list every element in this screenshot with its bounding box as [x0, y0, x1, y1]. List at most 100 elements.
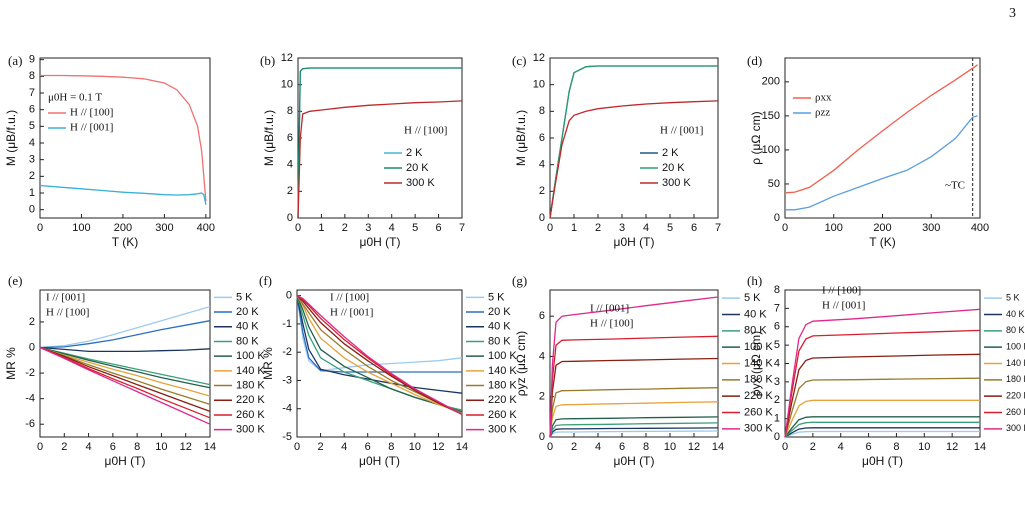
x-tick-label: 2 — [61, 441, 67, 453]
x-tick-label: 0 — [294, 441, 300, 453]
legend-label: 20 K — [236, 306, 259, 318]
x-tick-label: 5 — [667, 222, 673, 234]
x-tick-label: 7 — [459, 222, 465, 234]
legend-label: 260 K — [1006, 407, 1025, 417]
data-line — [784, 399, 980, 438]
data-line — [549, 296, 719, 438]
y-axis-label: ρyz (μΩ cm) — [514, 331, 528, 396]
y-tick-label: 2 — [539, 391, 545, 403]
y-tick-label: 7 — [774, 302, 780, 314]
y-tick-label: 1 — [774, 413, 780, 425]
x-tick-label: 6 — [691, 222, 697, 234]
legend-label: 300 K — [488, 424, 517, 436]
data-line — [784, 329, 981, 438]
x-tick-label: 1 — [571, 222, 577, 234]
legend-label: 140 K — [488, 365, 517, 377]
data-line — [297, 100, 463, 219]
y-axis-label: MR % — [4, 347, 18, 380]
x-tick-label: 0 — [295, 222, 301, 234]
plot-frame — [549, 57, 719, 219]
data-line — [296, 295, 463, 411]
y-tick-label: 6 — [539, 310, 545, 322]
annotation: μ0H = 0.1 T — [48, 92, 102, 104]
x-tick-label: 4 — [643, 222, 649, 234]
y-tick-label: 8 — [774, 284, 780, 296]
annotation: H // [001] — [822, 300, 865, 312]
data-line — [549, 100, 719, 219]
data-line — [39, 346, 211, 389]
x-tick-label: 2 — [342, 222, 348, 234]
x-tick-label: 300 — [922, 222, 940, 234]
legend-label: 80 K — [1006, 325, 1025, 335]
legend-label: 300 K — [662, 177, 691, 189]
x-tick-label: 6 — [110, 441, 116, 453]
data-line — [296, 295, 463, 372]
x-tick-label: 1 — [318, 222, 324, 234]
y-tick-label: 200 — [762, 76, 780, 88]
legend-label: 40 K — [236, 321, 259, 333]
data-line — [549, 65, 718, 219]
x-tick-label: 2 — [318, 441, 324, 453]
data-line — [296, 295, 463, 394]
legend-label: H // [001] — [70, 122, 113, 134]
data-line — [785, 64, 978, 194]
legend-label: 2 K — [406, 147, 423, 159]
y-tick-label: 5 — [774, 339, 780, 351]
y-axis-label: M (μB/f.u.) — [514, 110, 528, 166]
x-tick-label: 4 — [389, 222, 395, 234]
data-line — [296, 295, 463, 415]
x-tick-label: 8 — [893, 441, 899, 453]
x-tick-label: 6 — [365, 441, 371, 453]
x-tick-label: 0 — [37, 222, 43, 234]
data-line — [549, 387, 719, 438]
x-tick-label: 10 — [664, 441, 676, 453]
y-tick-label: -1 — [282, 318, 292, 330]
data-line — [39, 346, 211, 419]
y-tick-label: -2 — [282, 346, 292, 358]
x-axis-label: μ0H (T) — [360, 235, 401, 249]
data-line — [549, 422, 719, 438]
x-axis-label: μ0H (T) — [105, 454, 146, 468]
y-tick-label: 0 — [287, 212, 293, 224]
panel-label: (h) — [747, 273, 762, 288]
x-tick-label: 12 — [180, 441, 192, 453]
x-tick-label: 4 — [595, 441, 601, 453]
x-tick-label: 2 — [595, 222, 601, 234]
legend-label: 40 K — [1006, 309, 1025, 319]
y-tick-label: 0 — [286, 290, 292, 302]
x-tick-label: 200 — [873, 222, 891, 234]
legend-label: 220 K — [488, 394, 517, 406]
panel-label: (e) — [8, 273, 22, 288]
x-tick-label: 7 — [715, 222, 721, 234]
y-tick-label: 100 — [762, 144, 780, 156]
panel-label: (g) — [512, 273, 527, 288]
y-tick-label: 0 — [539, 212, 545, 224]
x-tick-label: 2 — [571, 441, 577, 453]
y-tick-label: 6 — [287, 132, 293, 144]
data-line — [39, 346, 211, 397]
plot-frame — [549, 289, 719, 438]
y-tick-label: 50 — [768, 178, 780, 190]
data-line — [39, 305, 211, 349]
x-tick-label: 14 — [712, 441, 724, 453]
data-line — [549, 401, 719, 438]
y-tick-label: 8 — [29, 70, 35, 82]
data-line — [296, 295, 463, 414]
x-axis-label: μ0H (T) — [359, 454, 400, 468]
x-tick-label: 400 — [197, 222, 215, 234]
data-line — [784, 430, 980, 438]
x-tick-label: 8 — [134, 441, 140, 453]
annotation: ~TC — [945, 180, 965, 192]
annotation: I // [100] — [822, 285, 861, 297]
plot-frame — [39, 289, 211, 438]
x-tick-label: 8 — [388, 441, 394, 453]
y-tick-label: 4 — [539, 350, 545, 362]
y-tick-label: 12 — [281, 52, 293, 64]
legend-label: 180 K — [744, 374, 773, 386]
legend-label: 100 K — [1006, 342, 1025, 352]
x-tick-label: 400 — [971, 222, 989, 234]
panel-label: (f) — [259, 273, 272, 288]
data-line — [784, 421, 980, 438]
x-axis-label: T (K) — [112, 235, 138, 249]
